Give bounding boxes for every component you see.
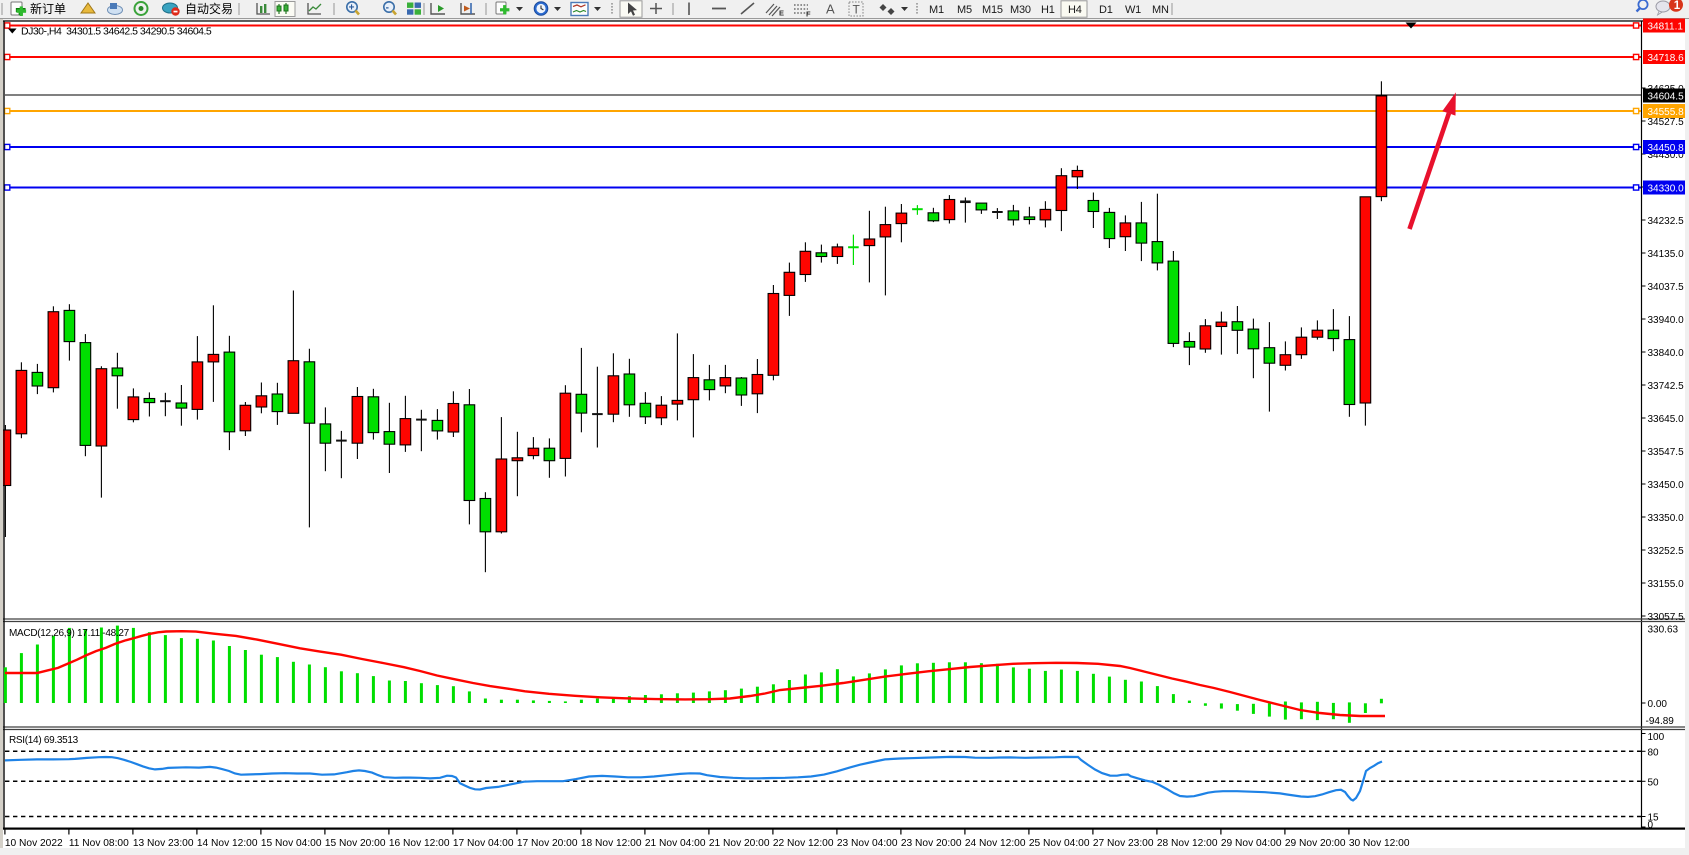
svg-text:MN: MN <box>1152 4 1169 16</box>
svg-text:11 Nov 08:00: 11 Nov 08:00 <box>69 838 129 849</box>
svg-text:25 Nov 04:00: 25 Nov 04:00 <box>1029 838 1090 849</box>
svg-text:+: + <box>349 3 355 14</box>
svg-text:15: 15 <box>1648 813 1660 824</box>
svg-text:33450.0: 33450.0 <box>1648 480 1685 491</box>
svg-text:M1: M1 <box>929 4 944 16</box>
svg-text:14 Nov 12:00: 14 Nov 12:00 <box>197 838 258 849</box>
svg-text:17 Nov 20:00: 17 Nov 20:00 <box>517 838 578 849</box>
svg-text:34604.5: 34604.5 <box>1648 91 1685 102</box>
svg-text:16 Nov 12:00: 16 Nov 12:00 <box>389 838 450 849</box>
svg-text:13 Nov 23:00: 13 Nov 23:00 <box>133 838 194 849</box>
svg-text:23 Nov 04:00: 23 Nov 04:00 <box>837 838 898 849</box>
svg-text:29 Nov 20:00: 29 Nov 20:00 <box>1285 838 1346 849</box>
svg-text:M15: M15 <box>982 4 1003 16</box>
svg-text:34135.0: 34135.0 <box>1648 249 1685 260</box>
svg-text:80: 80 <box>1648 748 1660 759</box>
svg-text:23 Nov 20:00: 23 Nov 20:00 <box>901 838 962 849</box>
svg-text:33350.0: 33350.0 <box>1648 513 1685 524</box>
svg-text:34037.5: 34037.5 <box>1648 282 1685 293</box>
svg-text:34555.8: 34555.8 <box>1648 107 1685 118</box>
svg-text:-: - <box>386 3 389 14</box>
svg-text:33645.0: 33645.0 <box>1648 414 1685 425</box>
svg-text:33057.5: 33057.5 <box>1648 612 1685 623</box>
svg-text:50: 50 <box>1648 778 1660 789</box>
svg-text:15 Nov 04:00: 15 Nov 04:00 <box>261 838 322 849</box>
svg-text:22 Nov 12:00: 22 Nov 12:00 <box>773 838 834 849</box>
svg-text:D1: D1 <box>1099 4 1113 16</box>
svg-text:17 Nov 04:00: 17 Nov 04:00 <box>453 838 514 849</box>
svg-text:新订单: 新订单 <box>30 1 66 16</box>
svg-text:30 Nov 12:00: 30 Nov 12:00 <box>1349 838 1410 849</box>
svg-text:100: 100 <box>1648 732 1665 743</box>
svg-text:T: T <box>853 3 861 17</box>
svg-text:MACD(12,26,9) 17.11 -48.27: MACD(12,26,9) 17.11 -48.27 <box>9 628 130 639</box>
svg-text:34811.1: 34811.1 <box>1648 21 1684 32</box>
svg-text:27 Nov 23:00: 27 Nov 23:00 <box>1093 838 1154 849</box>
svg-text:34450.8: 34450.8 <box>1648 143 1685 154</box>
svg-text:34430.0: 34430.0 <box>1648 150 1685 161</box>
svg-text:33155.0: 33155.0 <box>1648 579 1685 590</box>
svg-text:34232.5: 34232.5 <box>1648 216 1685 227</box>
svg-text:15 Nov 20:00: 15 Nov 20:00 <box>325 838 386 849</box>
svg-text:自动交易: 自动交易 <box>185 1 233 16</box>
svg-text:H1: H1 <box>1041 4 1055 16</box>
svg-text:10 Nov 2022: 10 Nov 2022 <box>5 838 63 849</box>
svg-text:F: F <box>806 10 811 19</box>
svg-text:29 Nov 04:00: 29 Nov 04:00 <box>1221 838 1282 849</box>
svg-text:1: 1 <box>1674 0 1681 12</box>
svg-text:-94.89: -94.89 <box>1646 716 1675 727</box>
svg-text:0.00: 0.00 <box>1648 699 1668 710</box>
svg-text:21 Nov 04:00: 21 Nov 04:00 <box>645 838 706 849</box>
svg-text:RSI(14) 69.3513: RSI(14) 69.3513 <box>9 735 79 746</box>
svg-text:21 Nov 20:00: 21 Nov 20:00 <box>709 838 770 849</box>
svg-text:28 Nov 12:00: 28 Nov 12:00 <box>1157 838 1218 849</box>
svg-text:34330.0: 34330.0 <box>1648 183 1685 194</box>
svg-text:H4: H4 <box>1068 4 1082 16</box>
svg-text:330.63: 330.63 <box>1648 625 1679 636</box>
svg-text:33840.0: 33840.0 <box>1648 348 1685 359</box>
svg-text:0: 0 <box>1648 820 1654 831</box>
svg-text:33742.5: 33742.5 <box>1648 381 1685 392</box>
svg-text:E: E <box>779 9 784 18</box>
svg-text:M30: M30 <box>1010 4 1031 16</box>
svg-text:33547.5: 33547.5 <box>1648 447 1685 458</box>
svg-text:A: A <box>826 2 835 17</box>
svg-text:M5: M5 <box>957 4 972 16</box>
svg-text:DJ30-,H4 34301.5 34642.5 3429: DJ30-,H4 34301.5 34642.5 34290.5 34604.5 <box>21 26 212 38</box>
svg-text:33940.0: 33940.0 <box>1648 315 1685 326</box>
svg-text:34527.5: 34527.5 <box>1648 117 1685 128</box>
svg-text:33252.5: 33252.5 <box>1648 546 1685 557</box>
svg-text:18 Nov 12:00: 18 Nov 12:00 <box>581 838 642 849</box>
svg-text:34718.6: 34718.6 <box>1648 53 1685 64</box>
svg-text:W1: W1 <box>1125 4 1141 16</box>
svg-text:24 Nov 12:00: 24 Nov 12:00 <box>965 838 1026 849</box>
